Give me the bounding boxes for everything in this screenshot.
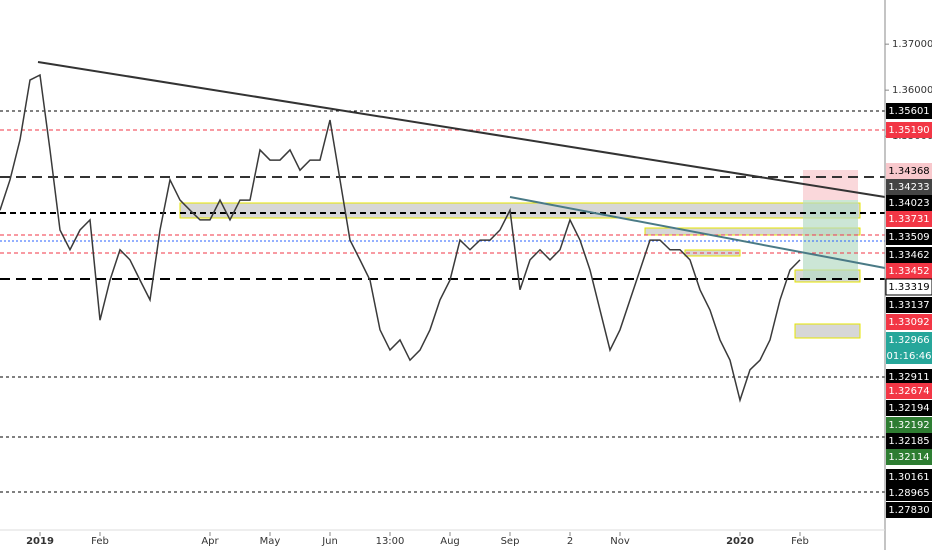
x-tick-label: 2020 xyxy=(726,536,754,547)
price-tag xyxy=(886,247,932,263)
price-tag-label: 1.33462 xyxy=(888,250,929,261)
zone xyxy=(179,202,861,219)
price-tag xyxy=(886,369,932,385)
zone xyxy=(794,323,861,339)
price-tag xyxy=(886,417,932,433)
price-tag xyxy=(886,297,932,313)
x-tick-label: Sep xyxy=(501,536,520,547)
price-tag xyxy=(886,485,932,501)
price-tag-label: 1.32966 xyxy=(888,335,929,346)
price-tag-label: 1.35190 xyxy=(888,125,929,136)
price-tag xyxy=(886,229,932,245)
price-tag-label: 1.32114 xyxy=(888,452,929,463)
price-tag-label: 1.33731 xyxy=(888,214,929,225)
price-tag xyxy=(886,211,932,227)
price-tag-label: 1.32185 xyxy=(888,436,929,447)
price-line xyxy=(0,73,801,403)
price-tag-label: 1.28965 xyxy=(888,488,929,499)
x-tick-label: Nov xyxy=(610,536,630,547)
x-tick-label: 13:00 xyxy=(376,536,405,547)
x-tick-label: Feb xyxy=(91,536,109,547)
price-tag-label: 1.33137 xyxy=(888,300,929,311)
price-tag-label: 1.33319 xyxy=(888,282,929,293)
price-tag xyxy=(886,433,932,449)
price-tag-label: 1.35601 xyxy=(888,106,929,117)
price-tag xyxy=(886,263,932,279)
price-tag xyxy=(886,103,932,119)
price-tag xyxy=(886,469,932,485)
price-tag xyxy=(886,502,932,518)
price-tag xyxy=(886,449,932,465)
price-tag-label: 1.34368 xyxy=(888,166,929,177)
price-tag xyxy=(886,179,932,195)
price-tag-label: 1.33452 xyxy=(888,266,929,277)
price-tag xyxy=(886,122,932,138)
price-tag xyxy=(886,332,932,348)
x-tick-label: Apr xyxy=(201,536,219,547)
drawings xyxy=(0,0,886,550)
y-tick-label: 1.36000 xyxy=(892,85,932,96)
price-tag xyxy=(886,195,932,211)
price-tag-label: 1.30161 xyxy=(888,472,929,483)
price-tag xyxy=(886,348,932,364)
price-tag-label: 1.32911 xyxy=(888,372,929,383)
zone xyxy=(684,249,741,257)
x-tick-label: 2 xyxy=(567,536,573,547)
price-tag-label: 1.32194 xyxy=(888,403,929,414)
x-tick-label: Jun xyxy=(321,536,338,547)
price-tag-label: 1.27830 xyxy=(888,505,929,516)
y-tick-label: 1.37000 xyxy=(892,39,932,50)
price-tag-label: 1.33092 xyxy=(888,317,929,328)
x-tick-label: 2019 xyxy=(26,536,54,547)
price-tag xyxy=(886,314,932,330)
price-tag-label: 1.33509 xyxy=(888,232,929,243)
price-tag xyxy=(886,163,932,179)
price-tag-label: 1.32192 xyxy=(888,420,929,431)
trend-line xyxy=(37,61,886,198)
price-tag-label: 1.34023 xyxy=(888,198,929,209)
price-tag xyxy=(886,400,932,416)
price-tag-label: 1.34233 xyxy=(888,182,929,193)
x-tick-label: Aug xyxy=(440,536,460,547)
price-tag xyxy=(885,278,932,296)
price-tag xyxy=(886,383,932,399)
trend-line xyxy=(509,196,886,269)
price-tag-label: 01:16:46 xyxy=(887,351,932,362)
x-tick-label: Feb xyxy=(791,536,809,547)
x-tick-label: May xyxy=(260,536,281,547)
price-tag-label: 1.32674 xyxy=(888,386,929,397)
